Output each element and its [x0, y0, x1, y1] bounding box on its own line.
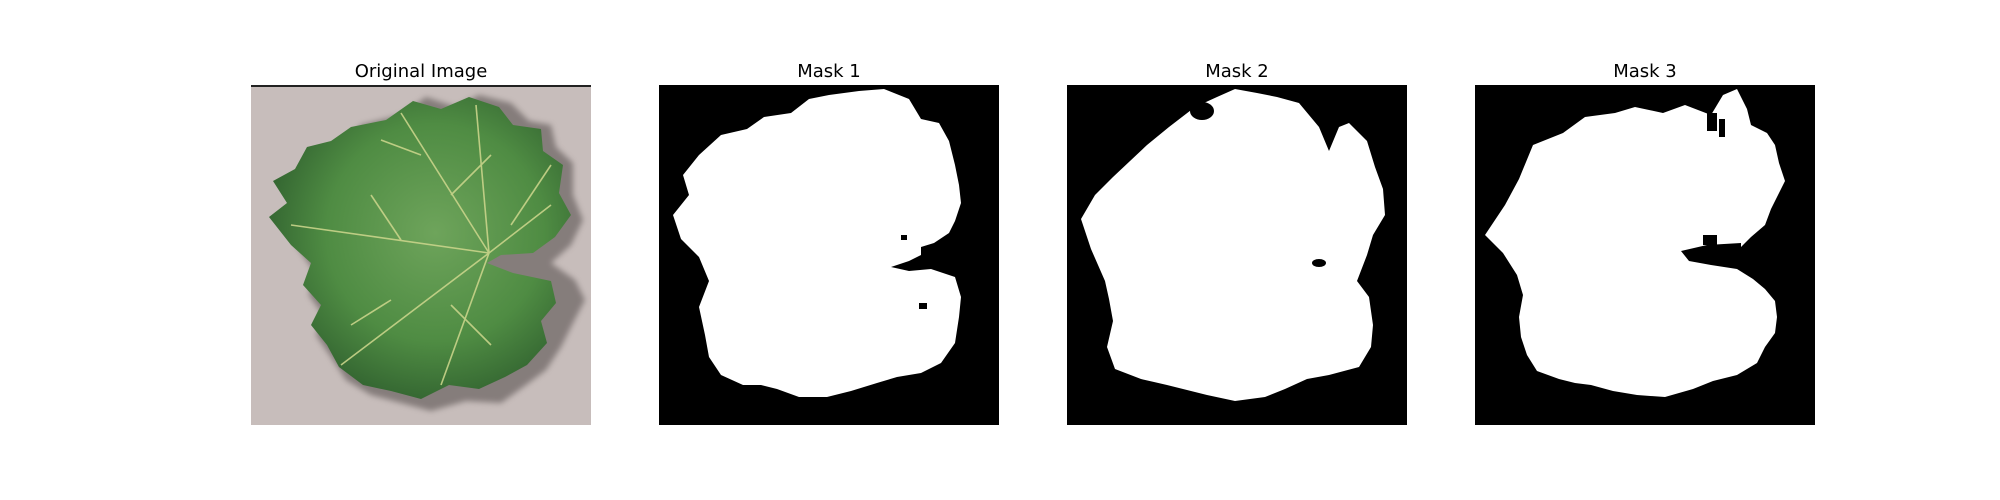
leaf	[269, 97, 571, 399]
mask-1-image	[659, 85, 999, 425]
mask-3-image	[1475, 85, 1815, 425]
panel-title: Mask 2	[1205, 61, 1269, 82]
panel-mask-3: Mask 3	[1475, 60, 1815, 426]
panel-original-image: Original Image	[251, 60, 591, 426]
mask-foreground	[1081, 89, 1385, 401]
panel-mask-1: Mask 1	[659, 60, 999, 426]
panel-title: Original Image	[354, 61, 488, 82]
mask-2-image	[1067, 85, 1407, 425]
panel-title: Mask 1	[797, 61, 861, 82]
leaf-veins	[290, 104, 552, 386]
panel-title: Mask 3	[1613, 61, 1677, 82]
panel-mask-2: Mask 2	[1067, 60, 1407, 426]
mask-foreground	[1485, 89, 1785, 397]
original-image	[251, 85, 591, 425]
mask-foreground	[673, 89, 961, 397]
